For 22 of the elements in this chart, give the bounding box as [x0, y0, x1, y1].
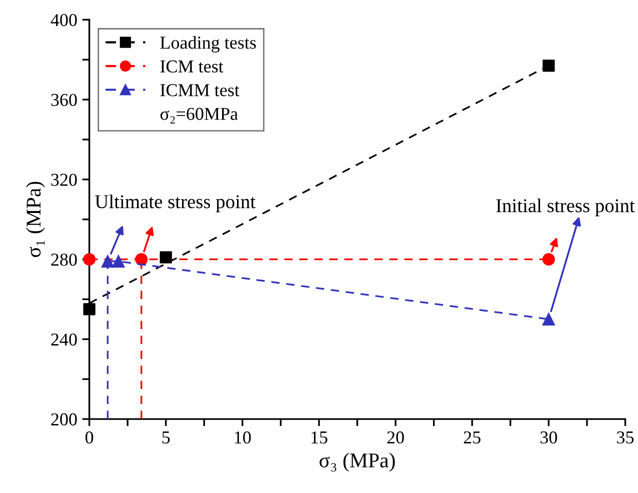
x-tick-label: 35	[617, 431, 634, 444]
annotation: Ultimate stress point	[95, 194, 256, 212]
y-axis-title: σ₁ (MPa)	[26, 182, 45, 258]
x-tick-label: 20	[387, 431, 404, 444]
x-tick-label: 0	[85, 431, 94, 444]
x-axis-title: σ₃ (MPa)	[320, 452, 395, 472]
y-tick-label: 400	[50, 14, 77, 26]
x-tick-label: 5	[162, 432, 170, 444]
y-tick-label: 280	[51, 254, 77, 266]
legend-label: ICMM test	[160, 84, 240, 96]
y-tick-label: 360	[51, 94, 77, 106]
annotation: Initial stress point	[496, 198, 635, 216]
y-tick-label: 320	[51, 174, 77, 186]
x-tick-label: 10	[235, 431, 251, 444]
x-tick-label: 15	[312, 431, 328, 444]
y-tick-label: 240	[51, 333, 77, 346]
legend-label: Loading tests	[160, 36, 256, 53]
legend-title: σ₂=60MPa	[160, 108, 238, 124]
x-tick-label: 25	[464, 431, 480, 444]
legend-label: ICM test	[160, 60, 224, 73]
x-tick-label: 30	[540, 431, 558, 444]
y-tick-label: 200	[51, 413, 77, 426]
